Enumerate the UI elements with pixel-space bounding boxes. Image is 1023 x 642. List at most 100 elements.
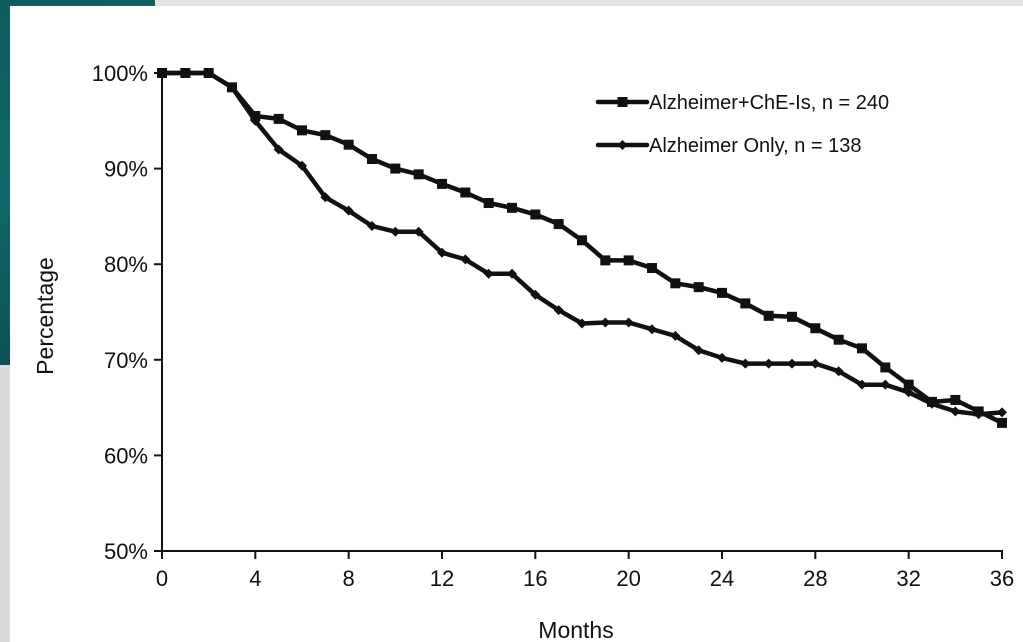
axes bbox=[161, 69, 1003, 552]
legend-item-alzheimer-chei: Alzheimer+ChE-Is, n = 240 bbox=[595, 92, 889, 114]
data-point-diamond bbox=[693, 345, 704, 356]
data-point-diamond bbox=[320, 192, 331, 203]
data-point-diamond bbox=[950, 406, 961, 417]
x-tick-label: 4 bbox=[249, 566, 261, 591]
data-point-square bbox=[647, 263, 657, 274]
data-point-square bbox=[787, 311, 797, 322]
x-tick-label: 16 bbox=[523, 566, 547, 591]
data-point-square bbox=[320, 130, 331, 141]
data-point-square bbox=[857, 343, 867, 354]
data-point-diamond bbox=[297, 160, 307, 171]
legend-item-alzheimer-only: Alzheimer Only, n = 138 bbox=[595, 135, 862, 157]
x-axis-ticks: 0 4 8 12 16 20 24 28 32 36 bbox=[156, 551, 1014, 591]
data-point-diamond bbox=[483, 268, 494, 279]
legend-label-alzheimer-chei: Alzheimer+ChE-Is, n = 240 bbox=[649, 92, 889, 114]
series-layer bbox=[157, 68, 1007, 428]
data-point-diamond bbox=[787, 358, 797, 369]
x-tick-label: 36 bbox=[990, 566, 1014, 591]
data-point-square bbox=[530, 209, 541, 220]
y-tick-label: 80% bbox=[104, 252, 148, 277]
data-point-square bbox=[367, 154, 377, 165]
data-point-square bbox=[670, 278, 681, 289]
data-point-square bbox=[997, 417, 1007, 428]
data-point-diamond bbox=[647, 324, 657, 335]
legend-marker-diamond bbox=[617, 140, 628, 150]
data-point-diamond bbox=[530, 289, 541, 300]
data-point-diamond bbox=[880, 379, 891, 390]
data-point-square bbox=[623, 255, 634, 266]
data-point-square bbox=[507, 202, 517, 213]
data-point-diamond bbox=[413, 226, 424, 237]
data-point-diamond bbox=[180, 68, 191, 78]
data-point-diamond bbox=[390, 226, 401, 237]
x-tick-label: 32 bbox=[896, 566, 920, 591]
data-point-square bbox=[343, 139, 354, 150]
data-point-diamond bbox=[973, 409, 984, 420]
data-point-square bbox=[810, 323, 821, 334]
legend-label-alzheimer-only: Alzheimer Only, n = 138 bbox=[649, 135, 862, 157]
legend-marker-square bbox=[617, 97, 628, 107]
data-point-diamond bbox=[437, 247, 447, 258]
data-point-diamond bbox=[460, 254, 471, 265]
data-point-diamond bbox=[250, 115, 261, 126]
chart-background bbox=[10, 6, 1023, 642]
data-point-diamond bbox=[507, 268, 517, 279]
x-tick-label: 28 bbox=[803, 566, 827, 591]
data-point-square bbox=[600, 255, 611, 266]
x-axis-title: Months bbox=[538, 617, 613, 642]
data-point-diamond bbox=[740, 358, 751, 369]
y-axis-title: Percentage bbox=[32, 257, 58, 375]
data-point-square bbox=[390, 163, 401, 174]
data-point-square bbox=[483, 198, 494, 209]
x-tick-label: 0 bbox=[156, 566, 168, 591]
background-top-strip bbox=[0, 0, 1023, 6]
data-point-diamond bbox=[903, 387, 914, 398]
data-point-square bbox=[460, 187, 471, 198]
y-tick-label: 70% bbox=[104, 348, 148, 373]
data-point-square bbox=[740, 298, 751, 309]
data-point-square bbox=[833, 334, 844, 345]
y-axis-ticks: 50% 60% 70% 80% 90% 100% bbox=[92, 61, 162, 564]
data-point-square bbox=[950, 394, 961, 405]
data-point-diamond bbox=[927, 398, 937, 409]
data-point-diamond bbox=[810, 358, 821, 369]
data-point-square bbox=[717, 287, 727, 298]
x-tick-label: 12 bbox=[430, 566, 454, 591]
data-point-diamond bbox=[157, 68, 167, 78]
data-point-square bbox=[437, 178, 447, 189]
data-point-diamond bbox=[997, 407, 1007, 418]
data-point-diamond bbox=[717, 352, 727, 363]
y-tick-label: 90% bbox=[104, 157, 148, 182]
data-point-square bbox=[763, 310, 774, 321]
data-point-diamond bbox=[273, 144, 284, 155]
data-point-diamond bbox=[203, 68, 214, 78]
background-left-strip bbox=[0, 365, 10, 642]
y-tick-label: 60% bbox=[104, 443, 148, 468]
data-point-diamond bbox=[577, 318, 587, 329]
legend: Alzheimer+ChE-Is, n = 240 Alzheimer Only… bbox=[595, 92, 889, 157]
data-point-diamond bbox=[343, 205, 354, 216]
data-point-square bbox=[413, 169, 424, 180]
x-tick-label: 20 bbox=[616, 566, 640, 591]
y-tick-label: 100% bbox=[92, 61, 148, 86]
data-point-diamond bbox=[763, 358, 774, 369]
data-point-square bbox=[553, 219, 564, 230]
data-point-diamond bbox=[833, 366, 844, 377]
data-point-diamond bbox=[367, 220, 377, 231]
data-point-diamond bbox=[670, 330, 681, 341]
data-point-square bbox=[273, 113, 284, 124]
data-point-diamond bbox=[623, 317, 634, 328]
x-tick-label: 24 bbox=[710, 566, 734, 591]
data-point-square bbox=[297, 125, 307, 136]
data-point-square bbox=[693, 282, 704, 293]
x-tick-label: 8 bbox=[343, 566, 355, 591]
data-point-diamond bbox=[227, 82, 237, 93]
data-point-diamond bbox=[600, 317, 611, 328]
data-point-diamond bbox=[553, 305, 564, 316]
data-point-square bbox=[880, 362, 891, 373]
data-point-square bbox=[903, 379, 914, 390]
data-point-diamond bbox=[857, 379, 867, 390]
data-point-square bbox=[577, 235, 587, 246]
y-tick-label: 50% bbox=[104, 539, 148, 564]
